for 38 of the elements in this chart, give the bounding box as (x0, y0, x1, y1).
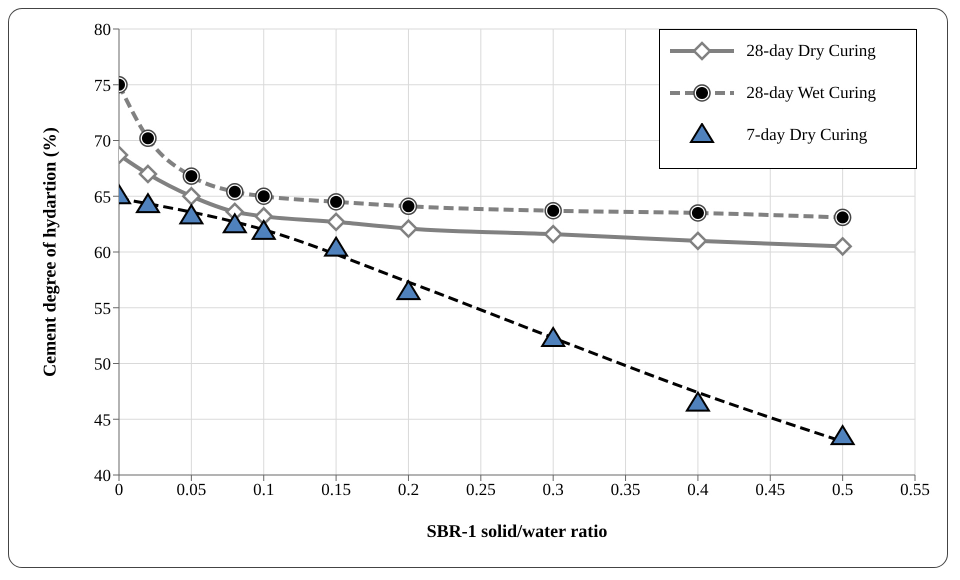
x-tick-label: 0 (114, 480, 124, 500)
point (399, 219, 418, 238)
x-tick-label: 0.5 (832, 480, 854, 500)
y-tick-label: 60 (94, 243, 111, 262)
x-tick-label: 0.55 (900, 480, 930, 500)
y-axis-title: Cement degree of hydartion (%) (39, 127, 60, 377)
y-tick-label: 80 (94, 20, 111, 40)
point (138, 164, 158, 184)
y-tick-label: 55 (94, 298, 111, 318)
point (830, 425, 855, 446)
x-tick-label: 0.3 (542, 480, 564, 500)
x-tick-label: 0.45 (755, 480, 786, 500)
x-tick-label: 0.1 (253, 480, 274, 500)
point (324, 236, 348, 257)
point (396, 280, 420, 300)
y-tick-label: 50 (94, 354, 111, 374)
point (326, 212, 346, 232)
legend-label: 28-day Wet Curing (746, 83, 876, 103)
legend-label: 28-day Dry Curing (746, 41, 876, 61)
x-tick-label: 0.4 (687, 480, 710, 500)
x-tick-label: 0.2 (398, 480, 420, 500)
y-tick-label: 40 (94, 466, 111, 486)
x-tick-label: 0.25 (466, 480, 496, 500)
x-tick-label: 0.05 (176, 480, 206, 500)
point (541, 326, 566, 347)
point (544, 224, 562, 244)
y-tick-label: 65 (94, 187, 111, 206)
point (833, 237, 852, 256)
legend-label: 7-day Dry Curing (746, 125, 868, 145)
point (182, 187, 201, 206)
point (686, 392, 710, 412)
y-tick-label: 70 (94, 132, 111, 151)
x-tick-label: 0.35 (610, 480, 640, 500)
x-axis-title: SBR-1 solid/water ratio (426, 521, 608, 541)
y-tick-label: 45 (94, 410, 111, 430)
point (688, 232, 708, 250)
x-tick-label: 0.15 (321, 480, 351, 500)
y-tick-label: 75 (94, 76, 111, 95)
